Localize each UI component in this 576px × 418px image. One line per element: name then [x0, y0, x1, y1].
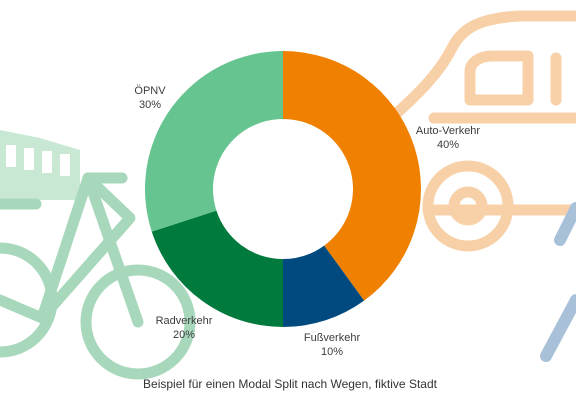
slice-label-name-fuss: Fußverkehr: [304, 332, 361, 344]
slice-label-value-fuss: 10%: [321, 346, 343, 358]
donut-chart: [144, 51, 421, 327]
donut-slice-oepnv: [144, 51, 283, 232]
slice-label-value-rad: 20%: [173, 329, 195, 341]
donut-slice-auto-verkehr: [283, 51, 421, 301]
slice-label-name-rad: Radverkehr: [156, 315, 213, 327]
slice-label-name-auto: Auto-Verkehr: [416, 125, 481, 137]
bicycle-icon: [0, 172, 196, 380]
tram-icon: [0, 130, 80, 200]
donut-slice-radverkehr: [151, 210, 283, 327]
walking-icon: [540, 202, 576, 362]
slice-label-value-oepnv: 30%: [139, 99, 161, 111]
car-icon: [392, 10, 576, 252]
slice-labels: Auto-Verkehr 40% Fußverkehr 10% Radverke…: [134, 85, 480, 358]
background-icons: [0, 10, 576, 380]
chart-caption: Beispiel für einen Modal Split nach Wege…: [143, 377, 438, 391]
slice-label-name-oepnv: ÖPNV: [134, 85, 166, 97]
slice-label-value-auto: 40%: [437, 139, 459, 151]
donut-slice-fussverkehr: [283, 245, 365, 327]
